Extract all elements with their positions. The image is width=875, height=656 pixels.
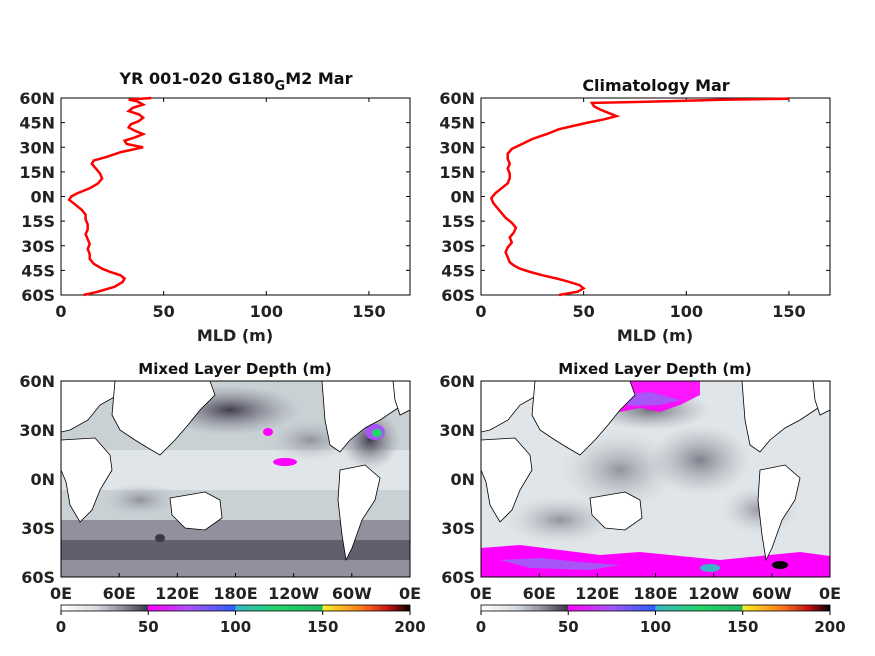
y-tick-label: 45N: [439, 114, 475, 133]
colorbar: [60, 604, 411, 612]
map-x-tick-label: 120E: [575, 584, 619, 603]
map-x-tick-label: 120E: [155, 584, 199, 603]
colorbar-tick-labels: 0 50 100 150 200: [476, 611, 846, 636]
colorbar-tick-label: 200: [814, 618, 845, 636]
y-tick-label: 45N: [19, 114, 55, 133]
map-y-tick-label: 60N: [439, 372, 475, 391]
x-axis-label: MLD (m): [617, 326, 693, 345]
y-tick-label: 0N: [30, 188, 55, 207]
map-y-tick-label: 30S: [21, 519, 55, 538]
profile-panel-model: YR 001-020 G180GM2 Mar 60N 45N 30N 15N 0N 15S…: [19, 69, 411, 345]
y-tick-label: 30N: [439, 138, 475, 157]
map-y-tick-label: 0N: [30, 470, 55, 489]
y-tick-label: 60N: [439, 89, 475, 108]
map-x-tick-label: 0E: [819, 584, 841, 603]
y-tick-labels: 60N 45N 30N 15N 0N 15S 30S 45S 60S: [439, 89, 830, 305]
plot-frame: [60, 97, 411, 296]
x-tick-label: 50: [153, 302, 175, 321]
map-y-tick-label: 0N: [450, 470, 475, 489]
map-field: [61, 381, 410, 577]
panel-title-climatology: Climatology Mar: [582, 76, 729, 95]
map-x-tick-labels: 0E 60E 120E 180E 120W 60W 0E: [50, 573, 421, 603]
map-y-tick-label: 60N: [19, 372, 55, 391]
colorbar: [480, 604, 831, 612]
y-tick-label: 60N: [19, 89, 55, 108]
plot-frame: [480, 97, 831, 296]
y-tick-labels: 60N 45N 30N 15N 0N 15S 30S 45S 60S: [19, 89, 410, 305]
map-y-tick-label: 30S: [441, 519, 475, 538]
x-axis-label: MLD (m): [197, 326, 273, 345]
colorbar-tick-label: 150: [727, 618, 758, 636]
map-y-tick-label: 60S: [21, 568, 55, 587]
map-x-tick-labels: 0E 60E 120E 180E 120W 60W 0E: [470, 573, 841, 603]
map-x-tick-label: 120W: [268, 584, 319, 603]
x-tick-label: 150: [352, 302, 385, 321]
mld-profile-line: [489, 96, 790, 297]
colorbar-tick-label: 150: [307, 618, 338, 636]
panel-title-model: YR 001-020 G180GM2 Mar: [119, 69, 353, 94]
map-field: [481, 381, 830, 577]
mld-map-model: Mixed Layer Depth (m): [19, 360, 425, 636]
y-tick-label: 15N: [19, 163, 55, 182]
x-tick-label: 0: [55, 302, 66, 321]
map-x-tick-label: 180E: [213, 584, 257, 603]
y-tick-label: 0N: [450, 188, 475, 207]
map-x-tick-label: 180E: [633, 584, 677, 603]
map-y-tick-label: 60S: [441, 568, 475, 587]
colorbar-tick-label: 0: [56, 618, 66, 636]
x-tick-label: 50: [573, 302, 595, 321]
y-tick-label: 15S: [21, 212, 55, 231]
map-x-tick-label: 0E: [50, 584, 72, 603]
colorbar-tick-label: 100: [220, 618, 251, 636]
colorbar-tick-label: 100: [640, 618, 671, 636]
map-x-tick-label: 60E: [103, 584, 136, 603]
profile-panel-climatology: Climatology Mar 60N45N30N15N0N15S30S45S6…: [439, 76, 831, 345]
x-tick-labels: 0 50 100 150: [55, 98, 386, 321]
mld-map-climatology: Mixed Layer Depth (m): [439, 360, 845, 636]
y-tick-label: 30S: [441, 237, 475, 256]
map-y-tick-label: 30N: [19, 421, 55, 440]
colorbar-tick-label: 50: [138, 618, 159, 636]
mld-profile-line: [67, 96, 152, 297]
map-x-tick-label: 60E: [523, 584, 556, 603]
map-x-tick-label: 0E: [470, 584, 492, 603]
y-tick-label: 15N: [439, 163, 475, 182]
colorbar-tick-label: 200: [394, 618, 425, 636]
colorbar-tick-label: 50: [558, 618, 579, 636]
map-y-tick-labels: 60N 30N 0N 30S 60S: [439, 372, 475, 587]
colorbar-tick-labels: 0 50 100 150 200: [56, 611, 426, 636]
map-y-tick-labels: 60N 30N 0N 30S 60S: [19, 372, 55, 587]
y-tick-label: 45S: [21, 261, 55, 280]
y-tick-label: 30N: [19, 138, 55, 157]
x-tick-labels: 0 50 100 150: [475, 98, 806, 321]
map-y-tick-label: 30N: [439, 421, 475, 440]
x-tick-label: 100: [670, 302, 703, 321]
y-tick-label: 15S: [441, 212, 475, 231]
y-tick-label: 45S: [441, 261, 475, 280]
map-title: Mixed Layer Depth (m): [138, 360, 331, 378]
y-tick-label: 30S: [21, 237, 55, 256]
x-tick-label: 150: [772, 302, 805, 321]
map-x-tick-label: 0E: [399, 584, 421, 603]
y-tick-label: 60S: [441, 286, 475, 305]
map-x-tick-label: 60W: [332, 584, 372, 603]
map-title: Mixed Layer Depth (m): [558, 360, 751, 378]
map-x-tick-label: 60W: [752, 584, 792, 603]
x-tick-label: 0: [475, 302, 486, 321]
x-tick-label: 100: [250, 302, 283, 321]
colorbar-tick-label: 0: [476, 618, 486, 636]
y-tick-label: 60S: [21, 286, 55, 305]
map-x-tick-label: 120W: [688, 584, 739, 603]
